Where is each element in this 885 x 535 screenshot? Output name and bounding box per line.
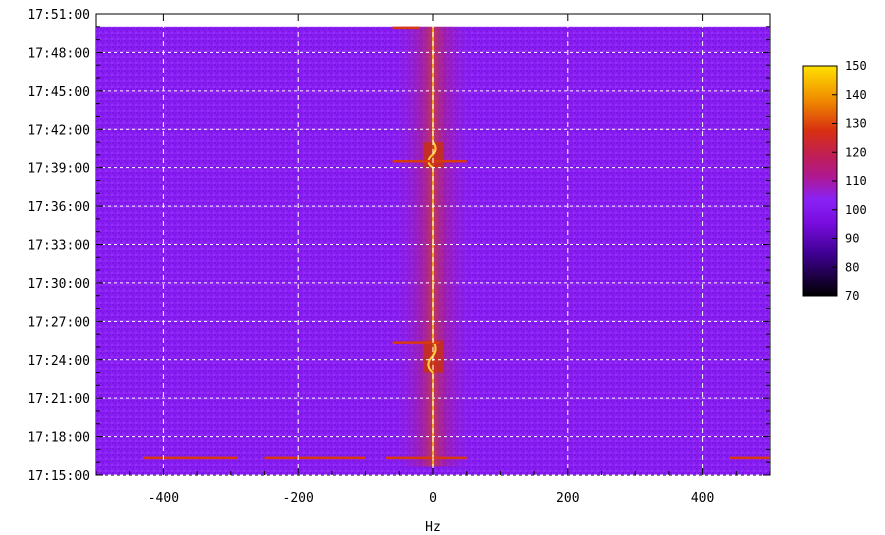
x-axis-label: Hz (425, 520, 441, 535)
burst-core (427, 141, 437, 169)
colorbar-tick-label: 120 (845, 145, 867, 159)
y-tick-label: 17:36:00 (27, 200, 90, 215)
x-tick-label: 400 (691, 491, 714, 506)
axes: -400 -200 0 200 400 17:15:00 17:18:00 17:21:00 1… (27, 8, 771, 506)
y-tick-label: 17:42:00 (27, 123, 90, 138)
y-tick-label: 17:18:00 (27, 431, 90, 446)
colorbar-tick-label: 110 (845, 174, 867, 188)
y-tick-label: 17:24:00 (27, 354, 90, 369)
y-tick-label: 17:27:00 (27, 315, 90, 330)
y-tick-label: 17:51:00 (27, 8, 90, 23)
y-tick-label: 17:45:00 (27, 85, 90, 100)
colorbar-ticks: 70 80 90 100 110 120 130 140 150 (832, 59, 867, 303)
colorbar-tick-label: 130 (845, 117, 867, 131)
y-tick-label: 17:48:00 (27, 46, 90, 61)
y-tick-label: 17:21:00 (27, 392, 90, 407)
colorbar-tick-label: 90 (845, 232, 859, 246)
y-tick-label: 17:33:00 (27, 239, 90, 254)
colorbar-tick-label: 140 (845, 88, 867, 102)
burst-core (427, 340, 437, 374)
colorbar (802, 65, 838, 297)
y-tick-label: 17:15:00 (27, 469, 90, 484)
x-tick-label: -200 (283, 491, 314, 506)
y-tick-label: 17:30:00 (27, 277, 90, 292)
colorbar-tick-label: 80 (845, 260, 859, 274)
colorbar-tick-label: 100 (845, 203, 867, 217)
x-tick-label: 0 (429, 491, 437, 506)
x-tick-label: -400 (148, 491, 179, 506)
x-tick-label: 200 (556, 491, 579, 506)
y-tick-label: 17:39:00 (27, 162, 90, 177)
colorbar-tick-label: 150 (845, 59, 867, 73)
colorbar-tick-label: 70 (845, 289, 859, 303)
